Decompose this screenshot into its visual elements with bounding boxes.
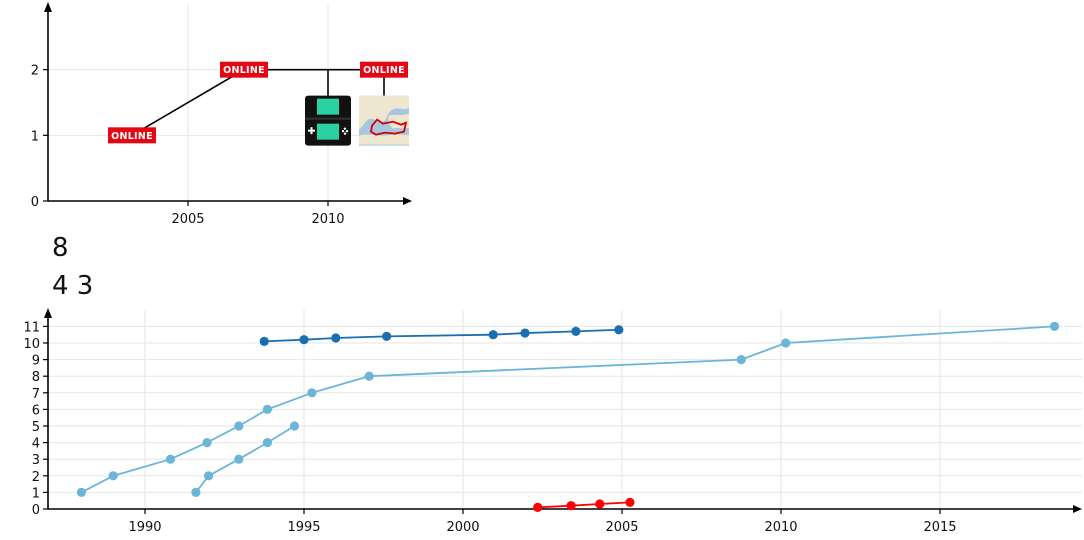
y-tick-label: 0 (32, 503, 40, 518)
data-point (234, 421, 244, 431)
data-point (191, 487, 201, 497)
top-chart: 2005 2010 0 1 2 ONLINE ONLINE ONLINE (31, 2, 412, 227)
y-axis-arrow (44, 2, 52, 12)
badge-label: ONLINE (363, 65, 405, 76)
map-land-east (388, 113, 409, 129)
x-axis-arrow (403, 197, 412, 205)
map-route-outline (370, 118, 408, 136)
data-point (533, 502, 543, 512)
y-tick-label: 7 (32, 387, 40, 402)
x-tick-label: 1990 (128, 520, 161, 535)
y-tick-label: 1 (32, 486, 40, 501)
badge-label: ONLINE (223, 65, 265, 76)
button-a (343, 127, 347, 130)
x-tick-label: 2005 (171, 212, 204, 227)
handheld-console-icon (305, 95, 351, 146)
series-line-0 (264, 328, 619, 343)
button-b (341, 129, 345, 133)
online-badge: ONLINE (108, 127, 156, 144)
online-badge: ONLINE (360, 61, 408, 78)
x-tick-label: 2000 (446, 520, 479, 535)
badge-background (108, 127, 156, 144)
data-point (382, 331, 392, 341)
data-point (364, 371, 374, 381)
data-point (781, 338, 791, 348)
badge-background (220, 61, 268, 78)
data-point (299, 335, 309, 345)
data-point (289, 421, 300, 431)
y-axis-arrow (44, 308, 52, 318)
x-tick-label: 2015 (923, 520, 956, 535)
y-tick-label: 4 (32, 437, 40, 452)
dpad-v (310, 127, 313, 135)
series-line-3 (537, 501, 630, 509)
data-point (1049, 321, 1060, 331)
y-tick-label: 9 (32, 354, 40, 369)
data-point (202, 438, 212, 448)
data-point (262, 438, 273, 448)
button-x (345, 129, 349, 133)
map-land-south (359, 133, 409, 145)
online-badge: ONLINE (220, 61, 268, 78)
data-point (595, 499, 605, 509)
y-tick-label: 3 (32, 453, 40, 468)
y-tick-label: 2 (32, 470, 40, 485)
data-point (204, 471, 214, 481)
data-point (736, 355, 746, 365)
x-tick-label: 2005 (605, 520, 638, 535)
data-point (614, 325, 624, 335)
map-land-north (359, 95, 409, 130)
badge-label: ONLINE (111, 131, 153, 142)
badge-background (360, 61, 408, 78)
x-tick-label: 2010 (311, 212, 344, 227)
y-tick-label: 5 (32, 420, 40, 435)
data-point (520, 328, 530, 338)
bottom-chart: 1990 1995 2000 2005 2010 2015 0 12 34 5 67 89 10 11 (23, 308, 1082, 535)
data-point (307, 388, 317, 398)
x-axis-arrow (1073, 505, 1082, 513)
console-body (305, 95, 351, 146)
data-point (165, 454, 176, 464)
console-top-screen (317, 98, 339, 115)
data-point (76, 487, 86, 497)
data-point (488, 330, 498, 340)
y-tick-label: 2 (31, 64, 39, 79)
y-tick-label: 10 (23, 337, 40, 352)
x-tick-label: 2010 (764, 520, 797, 535)
data-point (259, 336, 269, 346)
y-tick-label: 0 (31, 195, 39, 210)
y-tick-label: 11 (23, 320, 40, 335)
annotation-line-1: 8 (52, 233, 69, 263)
data-point (234, 454, 244, 464)
data-point (262, 404, 273, 414)
data-point (625, 497, 635, 507)
y-tick-label: 8 (32, 370, 40, 385)
console-hinge (305, 117, 351, 120)
console-bottom-screen (317, 123, 339, 140)
annotation-line-2: 4 3 (52, 271, 93, 301)
data-point (331, 333, 341, 343)
y-tick-label: 1 (31, 129, 39, 144)
map-thumbnail-icon (359, 95, 409, 146)
button-y (343, 132, 347, 135)
data-point (108, 471, 118, 481)
y-tick-label: 6 (32, 403, 40, 418)
x-tick-label: 1995 (287, 520, 320, 535)
data-point (566, 501, 576, 511)
data-point (571, 326, 581, 336)
